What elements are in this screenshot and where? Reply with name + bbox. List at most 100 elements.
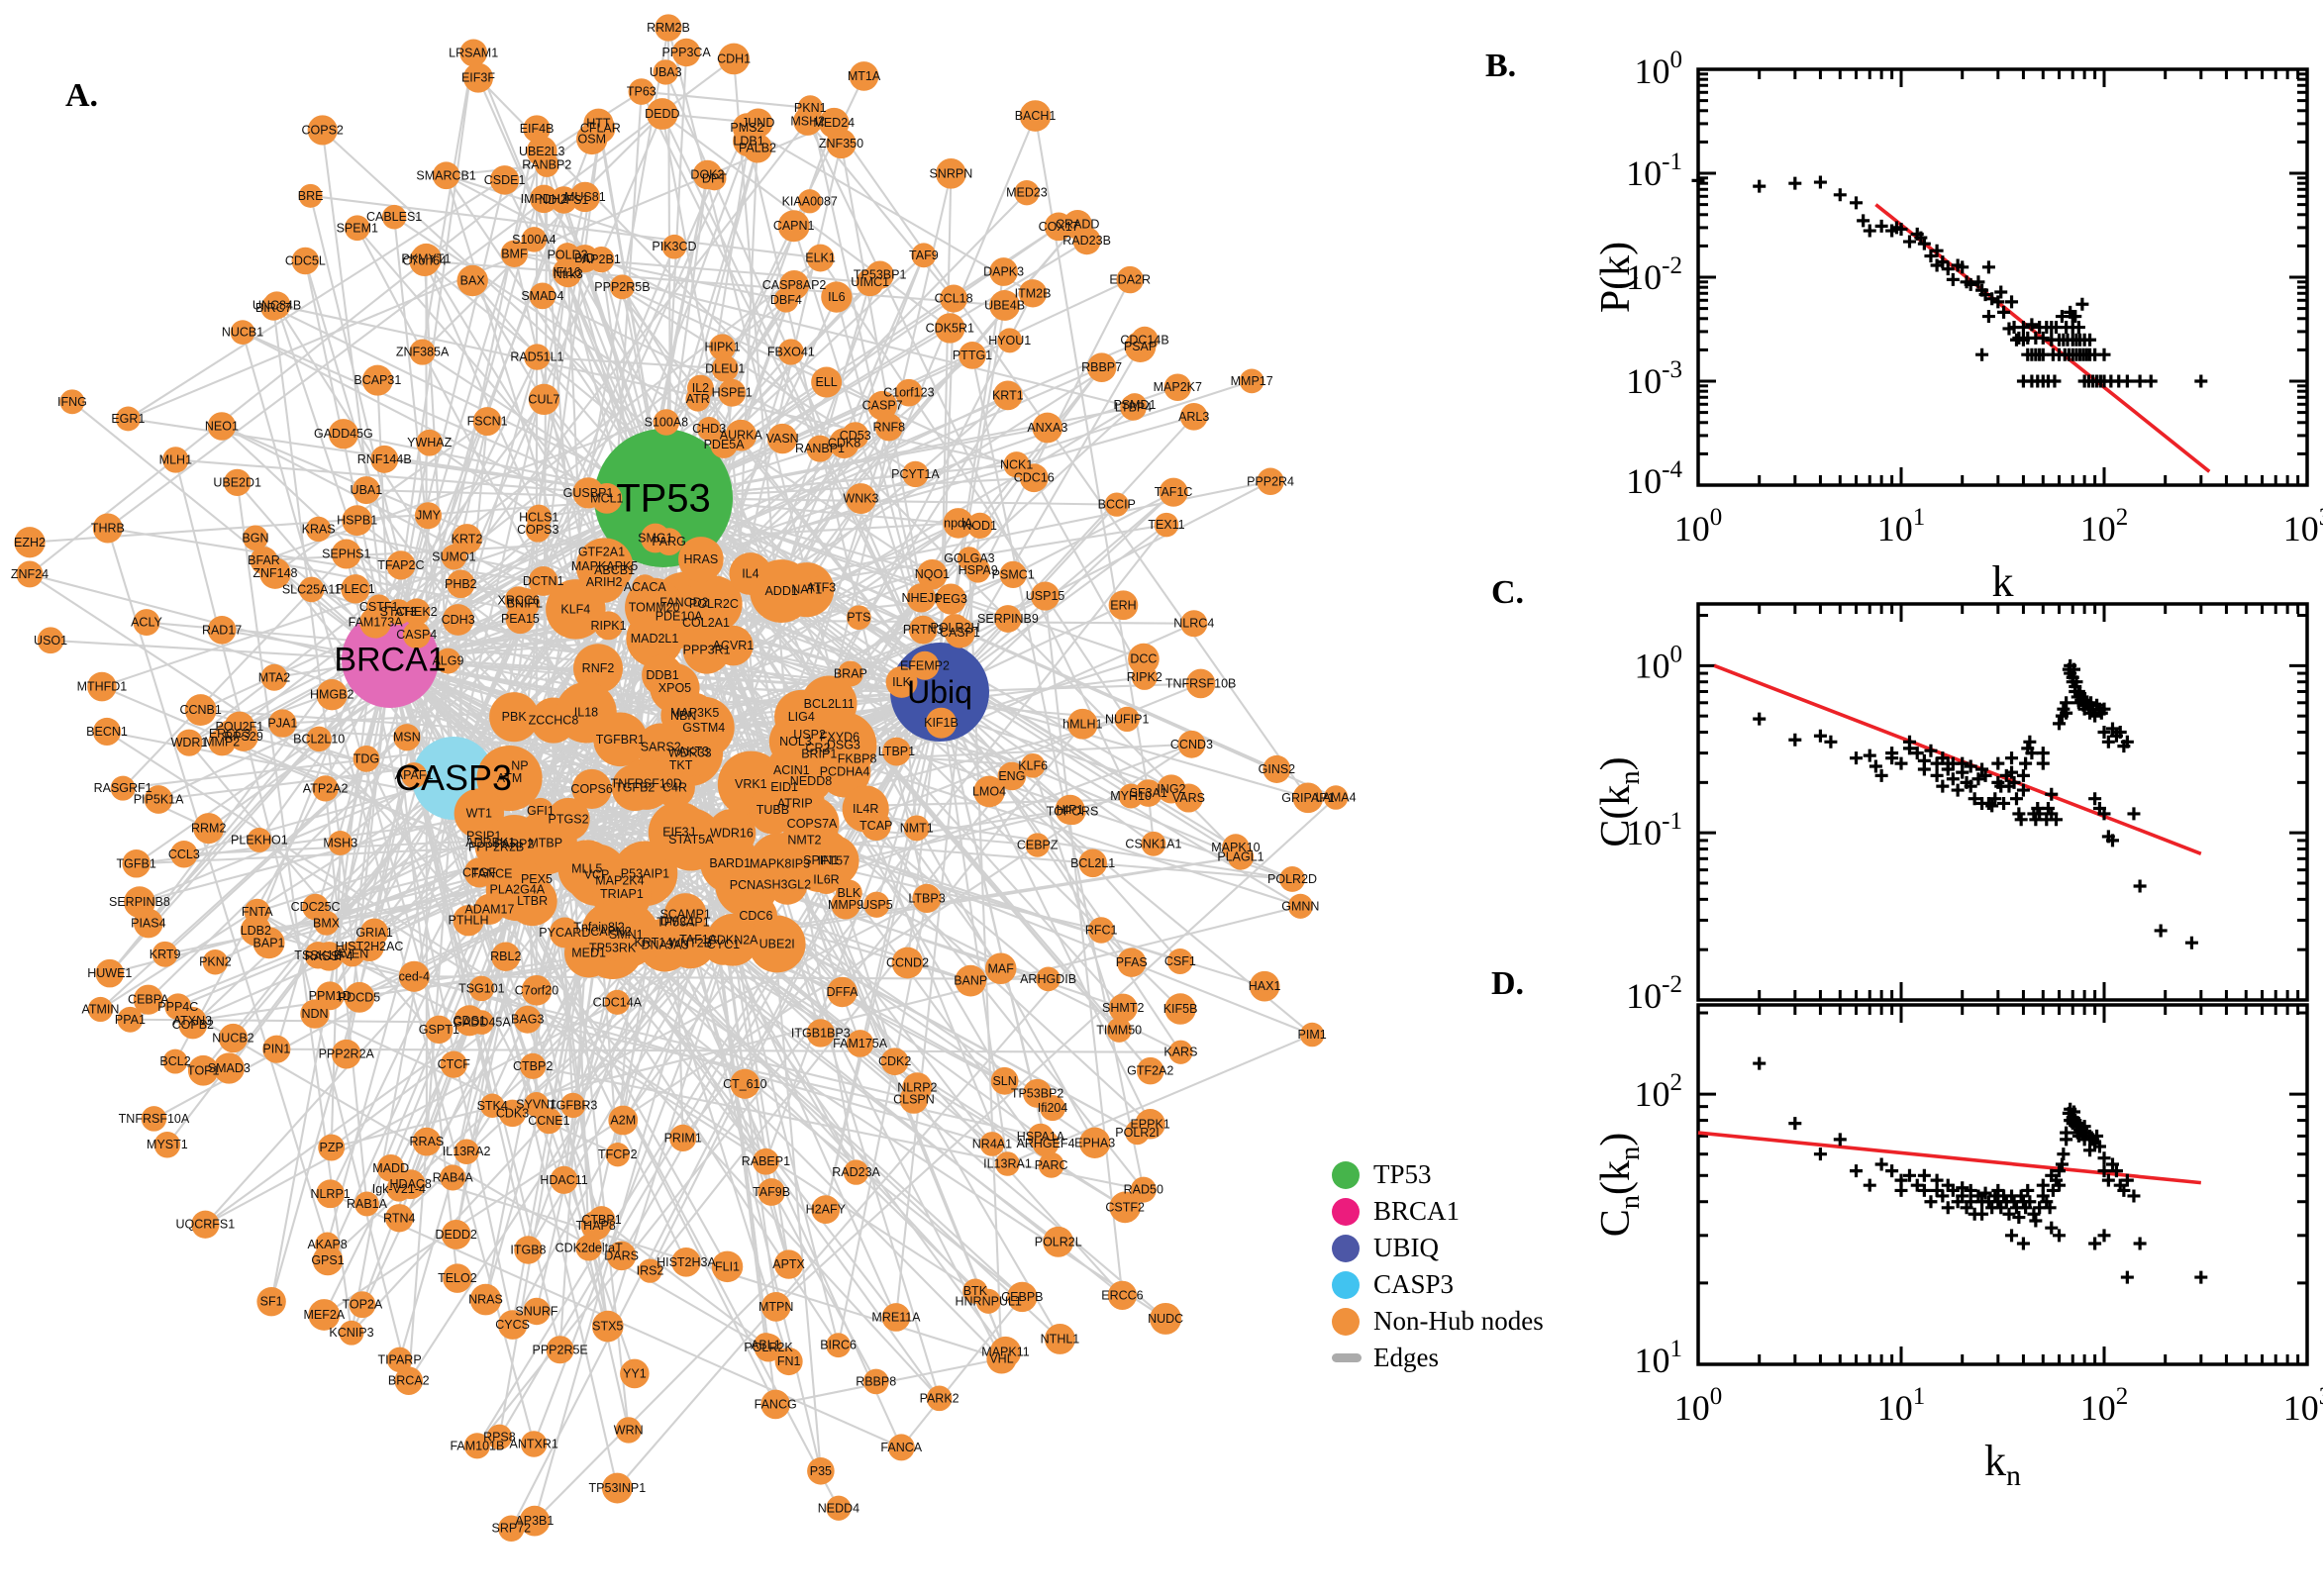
node-label: MRE11A [871, 1310, 921, 1324]
node-label: KIAA0087 [782, 194, 838, 208]
network-node [528, 565, 558, 596]
network-node [452, 524, 482, 554]
scatter-point [1753, 179, 1767, 193]
node-label: LDB1 [733, 134, 763, 148]
scatter-point [1956, 260, 1970, 274]
node-label: GADD45G [314, 427, 373, 441]
scatter-point [1824, 735, 1838, 748]
node-label: KARS [1163, 1046, 1197, 1059]
network-node [14, 527, 46, 558]
node-label: TDG [354, 751, 379, 765]
node-label: RAD50 [1124, 1183, 1163, 1197]
network-node [412, 1127, 442, 1156]
node-label: COX17 [1039, 220, 1079, 234]
node-label: PHB2 [445, 577, 477, 591]
network-node [318, 1134, 346, 1161]
network-node [925, 707, 958, 739]
network-node [386, 550, 416, 580]
network-node [443, 1263, 472, 1293]
subscript: n [1615, 1147, 1646, 1160]
node-label: DDB1 [646, 668, 678, 682]
network-node [441, 1220, 471, 1249]
scatter-point [1997, 305, 2011, 319]
node-label: IL4R [853, 802, 878, 816]
scatter-point [1924, 1195, 1938, 1209]
network-node [398, 960, 430, 992]
panel-d: 102101100101102103kn​Cn​(kn​) [1593, 1003, 2323, 1492]
node-label: CLSPN [893, 1092, 935, 1106]
node-label: KIF5B [1163, 1002, 1198, 1016]
network-node [529, 282, 556, 310]
fit-line [1697, 1131, 2201, 1185]
network-node [827, 976, 858, 1008]
node-label: TGFB2 [615, 780, 655, 794]
node-label: ATXN3 [173, 1014, 212, 1028]
network-node [87, 671, 117, 702]
edge [177, 1005, 790, 1362]
node-label: NRAS [468, 1293, 503, 1307]
network-node [1018, 279, 1048, 308]
network-node [469, 1010, 494, 1035]
scatter-point [1753, 712, 1767, 726]
edge [660, 113, 858, 1173]
edge [351, 658, 392, 954]
network-node [891, 947, 924, 979]
legend-label: UBIQ [1373, 1233, 1439, 1262]
exponent: 3 [2319, 1383, 2323, 1410]
edge [453, 246, 675, 779]
node-label: C4R [662, 780, 687, 794]
node-label: FXYD6 [820, 731, 859, 745]
network-node [908, 615, 938, 645]
network-node [906, 583, 936, 613]
edge [50, 639, 941, 694]
network-node [549, 917, 580, 948]
network-node [386, 1176, 412, 1202]
edge [900, 1296, 1024, 1448]
node-label: SRP72 [491, 1522, 531, 1536]
node-label: CYC1 [707, 938, 740, 951]
network-node [208, 728, 237, 756]
network-node [244, 898, 270, 926]
scatter-point [1978, 1186, 1992, 1200]
exponent: -3 [1662, 356, 1682, 383]
mantissa: 10 [1626, 813, 1662, 852]
scatter-points [1753, 658, 2198, 949]
node-label: PIN1 [262, 1043, 290, 1056]
network-node [1027, 1123, 1055, 1150]
node-label: ATF3 [807, 580, 837, 594]
node-label: ABL1 [751, 1338, 781, 1351]
network-node [1055, 794, 1085, 825]
node-label: FLI1 [715, 1259, 740, 1273]
network-node [349, 1291, 376, 1319]
node-label: GPS1 [311, 1253, 344, 1267]
node-label: CCND2 [886, 956, 929, 970]
network-node [1249, 970, 1280, 1002]
node-label: DCC [1130, 652, 1157, 666]
network-node [692, 159, 723, 190]
edge [939, 416, 1195, 693]
network-node [385, 1204, 414, 1233]
node-label: RNF2 [582, 661, 615, 675]
network-node [910, 650, 940, 680]
node-label: THRB [91, 521, 125, 535]
node-label: SARS2 [641, 741, 681, 754]
scatter-point [2097, 348, 2111, 361]
scatter-point [2053, 1178, 2067, 1192]
node-label: TP53RK [589, 941, 637, 954]
scatter-point [2090, 1129, 2104, 1143]
network-node [207, 412, 237, 441]
node-label: RRAS [410, 1135, 445, 1148]
scatter-point [1833, 1133, 1847, 1147]
node-label: SMAD3 [208, 1061, 251, 1075]
node-label: PPA1 [115, 1013, 146, 1027]
node-label: RTN4 [383, 1211, 415, 1225]
scatter-point [2068, 662, 2081, 676]
x-tick-label: 103 [2283, 1383, 2323, 1428]
network-node [1164, 993, 1196, 1025]
network-node [170, 841, 198, 868]
node-label: TGFB1 [117, 856, 156, 870]
node-label: PLA2G4A [490, 882, 546, 896]
node-label: ZNF148 [252, 566, 297, 580]
edge [833, 122, 1309, 799]
edge [662, 497, 1145, 660]
